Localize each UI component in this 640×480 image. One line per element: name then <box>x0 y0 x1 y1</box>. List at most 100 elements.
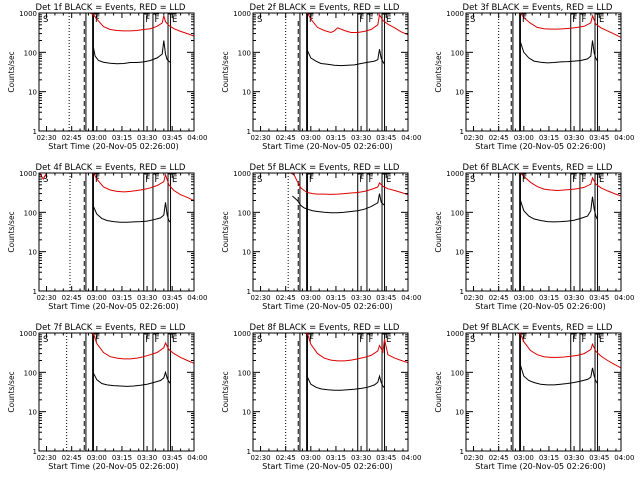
x-tick-label: 03:30 <box>351 134 371 142</box>
panel-title: Det 4f BLACK = Events, RED = LLD <box>36 163 186 173</box>
plot-frame <box>38 172 195 292</box>
marker-label: F <box>522 335 527 345</box>
x-axis-label: Start Time (20-Nov-05 02:26:00) <box>475 142 605 151</box>
x-tick-label: 02:45 <box>62 134 82 142</box>
marker-label: S <box>43 175 48 185</box>
x-tick-label: 04:00 <box>187 454 207 462</box>
y-tick-label: 10 <box>28 409 37 417</box>
x-tick-label: 02:45 <box>276 134 296 142</box>
x-tick-label: 03:30 <box>137 454 157 462</box>
y-axis-label: Counts/sec <box>434 211 443 252</box>
marker-label: F <box>145 335 150 345</box>
y-axis-label: Counts/sec <box>221 371 230 412</box>
marker-label: F <box>359 15 364 25</box>
y-tick-label: 1 <box>33 128 37 136</box>
y-tick-label: 1000 <box>233 330 251 338</box>
y-tick-label: 100 <box>238 49 251 57</box>
y-tick-label: 10 <box>455 409 464 417</box>
marker-label: F <box>368 335 373 345</box>
marker-label: F <box>359 175 364 185</box>
x-tick-label: 04:00 <box>401 454 421 462</box>
y-tick-label: 1000 <box>446 330 464 338</box>
y-tick-label: 1000 <box>19 170 37 178</box>
marker-label: S <box>257 15 262 25</box>
x-tick-label: 02:30 <box>463 454 483 462</box>
y-tick-label: 1000 <box>19 10 37 18</box>
y-axis-label: Counts/sec <box>221 51 230 92</box>
lld-series-line <box>39 333 194 364</box>
panel-title: Det 5f BLACK = Events, RED = LLD <box>250 163 400 173</box>
marker-label: F <box>522 175 527 185</box>
marker-label: F <box>572 175 577 185</box>
y-axis-label: Counts/sec <box>7 211 16 252</box>
events-series-line <box>307 374 385 391</box>
x-tick-label: 03:15 <box>112 134 132 142</box>
x-axis-label: Start Time (20-Nov-05 02:26:00) <box>262 142 392 151</box>
x-tick-label: 04:00 <box>187 294 207 302</box>
y-axis-label: Counts/sec <box>434 371 443 412</box>
plot-frame <box>252 172 409 292</box>
events-series-line <box>93 202 171 223</box>
x-tick-label: 04:00 <box>614 294 634 302</box>
x-tick-label: 03:45 <box>589 454 609 462</box>
x-tick-label: 03:45 <box>162 454 182 462</box>
panel-title: Det 7f BLACK = Events, RED = LLD <box>36 323 186 333</box>
y-tick-label: 1 <box>33 288 37 296</box>
x-tick-label: 03:00 <box>301 134 321 142</box>
x-axis-label: Start Time (20-Nov-05 02:26:00) <box>262 302 392 311</box>
y-tick-label: 10 <box>28 89 37 97</box>
marker-label: F <box>359 335 364 345</box>
y-tick-label: 1 <box>247 128 251 136</box>
panel-title: Det 1f BLACK = Events, RED = LLD <box>36 3 186 13</box>
x-axis-label: Start Time (20-Nov-05 02:26:00) <box>475 462 605 471</box>
marker-label: F <box>154 15 159 25</box>
marker-label: E <box>172 335 177 345</box>
marker-label: F <box>145 175 150 185</box>
panel-title: Det 2f BLACK = Events, RED = LLD <box>250 3 400 13</box>
lld-series-line <box>253 333 408 364</box>
marker-label: E <box>386 175 391 185</box>
events-series-line <box>93 370 171 387</box>
marker-label: S <box>257 335 262 345</box>
y-tick-label: 10 <box>455 89 464 97</box>
x-tick-label: 03:45 <box>589 134 609 142</box>
y-axis-label: Counts/sec <box>221 211 230 252</box>
marker-label: F <box>95 335 100 345</box>
lld-series-line <box>253 173 408 196</box>
events-series-line <box>520 40 598 64</box>
y-tick-label: 100 <box>238 209 251 217</box>
plot-frame <box>465 172 622 292</box>
marker-label: E <box>172 15 177 25</box>
marker-label: F <box>572 15 577 25</box>
x-tick-label: 03:00 <box>514 454 534 462</box>
x-tick-label: 03:15 <box>326 294 346 302</box>
x-tick-label: 03:00 <box>87 454 107 462</box>
x-tick-label: 03:30 <box>351 294 371 302</box>
events-series-line <box>520 196 598 223</box>
marker-label: E <box>386 15 391 25</box>
x-tick-label: 02:45 <box>276 294 296 302</box>
marker-label: S <box>257 175 262 185</box>
lld-series-line <box>466 173 621 197</box>
plot-frame <box>252 12 409 132</box>
y-tick-label: 1 <box>460 448 464 456</box>
marker-label: S <box>470 175 475 185</box>
x-tick-label: 02:45 <box>276 454 296 462</box>
panel-title: Det 9f BLACK = Events, RED = LLD <box>463 323 613 333</box>
panel-title: Det 8f BLACK = Events, RED = LLD <box>250 323 400 333</box>
x-tick-label: 03:00 <box>87 134 107 142</box>
x-tick-label: 02:30 <box>36 454 56 462</box>
x-tick-label: 04:00 <box>614 134 634 142</box>
marker-label: S <box>470 335 475 345</box>
x-tick-label: 04:00 <box>614 454 634 462</box>
marker-label: E <box>599 175 604 185</box>
marker-label: F <box>145 15 150 25</box>
y-tick-label: 1000 <box>19 330 37 338</box>
x-axis-label: Start Time (20-Nov-05 02:26:00) <box>475 302 605 311</box>
x-axis-label: Start Time (20-Nov-05 02:26:00) <box>48 462 178 471</box>
y-tick-label: 100 <box>24 369 37 377</box>
